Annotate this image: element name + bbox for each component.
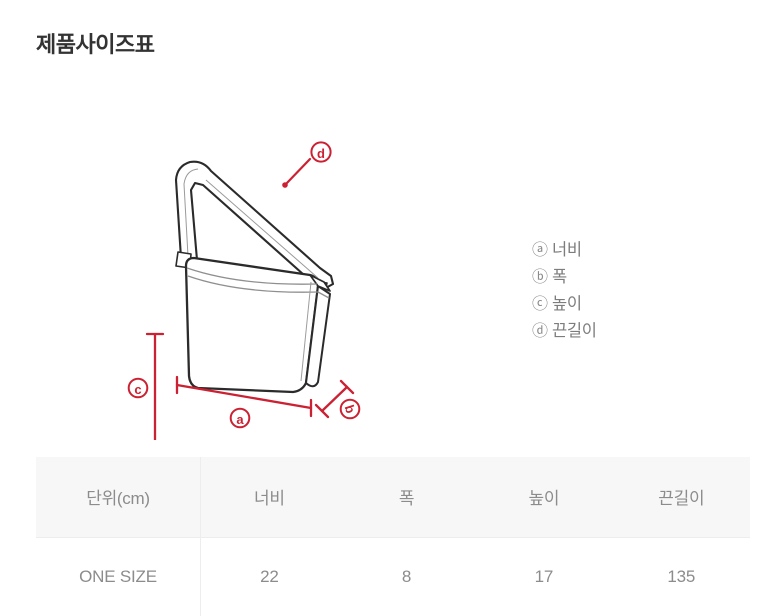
circled-c-icon: ⓒ bbox=[532, 296, 548, 313]
cell-width: 22 bbox=[200, 537, 338, 616]
table-header-strap-length: 끈길이 bbox=[612, 457, 750, 538]
dimension-depth-label: b bbox=[339, 398, 361, 420]
table-row: ONE SIZE 22 8 17 135 bbox=[36, 537, 750, 616]
table-header-width: 너비 bbox=[200, 457, 338, 538]
legend-label-height: 높이 bbox=[552, 295, 582, 313]
strap-inner-crease bbox=[183, 168, 319, 279]
cell-size-name: ONE SIZE bbox=[36, 537, 201, 616]
dimension-depth bbox=[314, 379, 355, 419]
dimension-width-label: a bbox=[229, 407, 251, 429]
bag-top-trim bbox=[186, 267, 330, 299]
table-header-height: 높이 bbox=[475, 457, 613, 538]
svg-text:c: c bbox=[134, 382, 141, 397]
circled-a-icon: ⓐ bbox=[532, 242, 548, 259]
svg-text:a: a bbox=[236, 412, 244, 427]
legend-item-height: ⓒ 높이 bbox=[532, 290, 732, 317]
cell-height: 17 bbox=[475, 537, 613, 616]
bag-side-crease bbox=[300, 281, 312, 382]
legend-item-width: ⓐ 너비 bbox=[532, 236, 732, 263]
bag-strap bbox=[174, 160, 335, 292]
dimension-height-label: c bbox=[127, 377, 149, 399]
legend-item-depth: ⓑ 폭 bbox=[532, 263, 732, 290]
svg-text:d: d bbox=[317, 146, 325, 161]
table-header-depth: 폭 bbox=[337, 457, 476, 538]
bag-body bbox=[184, 256, 331, 394]
size-table: 단위(cm) 너비 폭 높이 끈길이 ONE SIZE 22 8 17 135 bbox=[36, 457, 750, 616]
table-header-unit: 단위(cm) bbox=[36, 457, 201, 538]
cell-depth: 8 bbox=[337, 537, 476, 616]
circled-b-icon: ⓑ bbox=[532, 269, 548, 286]
dimension-strap-leader bbox=[282, 157, 312, 188]
dimension-height bbox=[145, 332, 165, 450]
page-title: 제품사이즈표 bbox=[36, 32, 155, 57]
legend-label-width: 너비 bbox=[552, 241, 582, 259]
dimension-width bbox=[175, 375, 313, 418]
table-header-row: 단위(cm) 너비 폭 높이 끈길이 bbox=[36, 457, 750, 538]
circled-d-icon: ⓓ bbox=[532, 323, 548, 340]
legend-label-strap-length: 끈길이 bbox=[552, 322, 597, 340]
legend-item-strap-length: ⓓ 끈길이 bbox=[532, 317, 732, 344]
dimension-strap-label: d bbox=[310, 141, 332, 163]
cell-strap-length: 135 bbox=[612, 537, 750, 616]
legend: ⓐ 너비 ⓑ 폭 ⓒ 높이 ⓓ 끈길이 bbox=[532, 236, 732, 344]
legend-label-depth: 폭 bbox=[552, 268, 567, 286]
bag-illustration: c a b bbox=[0, 70, 470, 450]
